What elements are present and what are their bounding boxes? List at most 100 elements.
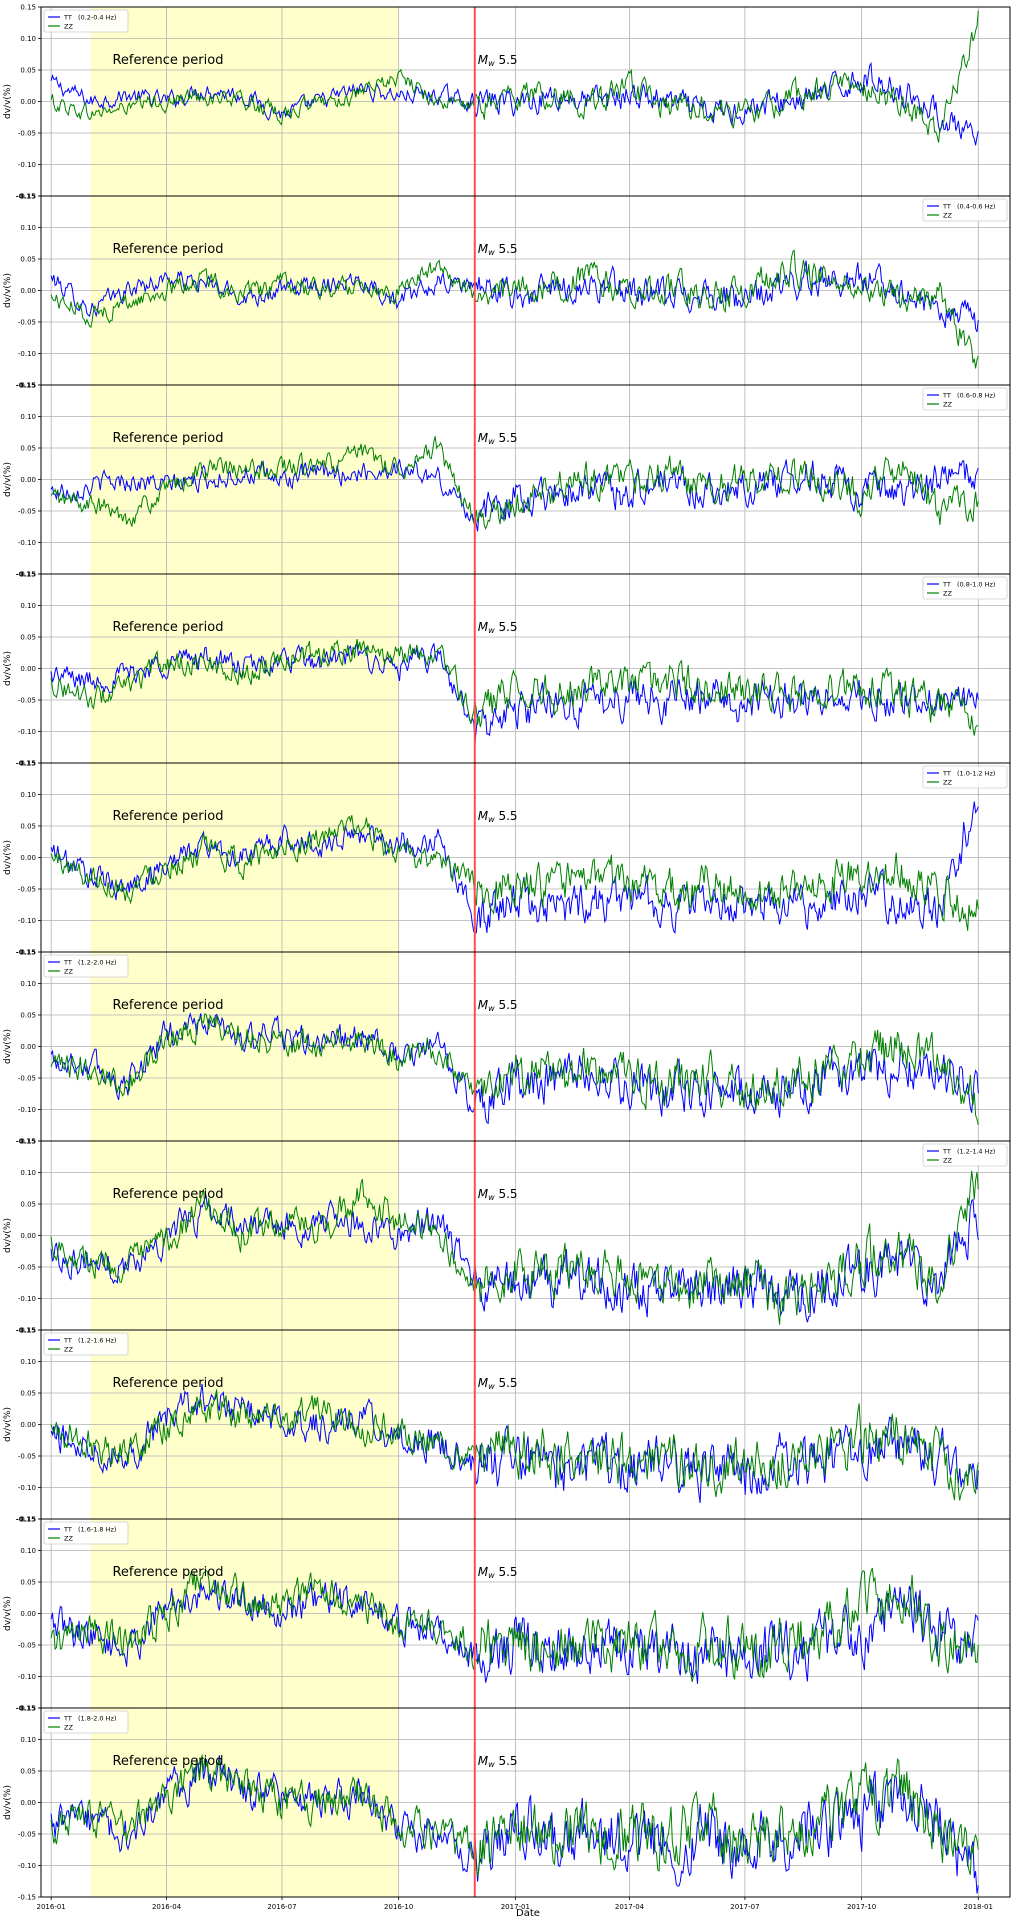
y-tick-label: 0.05 [20, 1768, 36, 1776]
y-tick-label: -0.05 [18, 697, 36, 705]
series-group [50, 436, 979, 532]
legend: TT (0.6-0.8 Hz) ZZ [922, 387, 1008, 411]
x-tick-label: 2017-10 [847, 1903, 876, 1911]
x-axis-label: Date [516, 1908, 540, 1919]
y-tick-label: -0.10 [18, 1673, 36, 1681]
y-tick-label: 0.05 [20, 67, 36, 75]
legend: TT (1.2-1.6 Hz) ZZ [43, 1332, 129, 1356]
y-tick-label: 0.00 [20, 1043, 36, 1051]
y-axis-label: dv/v(%) [3, 651, 13, 686]
y-tick-label: 0.15 [20, 1705, 36, 1713]
y-tick-label: -0.05 [18, 508, 36, 516]
legend-box [922, 765, 1008, 789]
legend-band: (1.6-1.8 Hz) [78, 1526, 116, 1534]
x-tick-label: 2017-04 [615, 1903, 645, 1911]
y-tick-label: 0.05 [20, 823, 36, 831]
legend-label-tt: TT [942, 392, 951, 400]
reference-period-label: Reference period [112, 998, 223, 1013]
y-tick-label: -0.10 [18, 1106, 36, 1114]
y-axis-label: dv/v(%) [3, 1785, 13, 1820]
x-tick-label: 2016-04 [152, 1903, 182, 1911]
legend-label-tt: TT [63, 14, 72, 22]
series-line-zz [50, 639, 979, 736]
reference-period-label: Reference period [112, 53, 223, 68]
y-tick-label: -0.05 [18, 1075, 36, 1083]
legend-box [922, 1143, 1008, 1167]
y-tick-label: 0.15 [20, 1327, 36, 1335]
y-tick-label: -0.10 [18, 161, 36, 169]
legend-label-zz: ZZ [64, 1346, 73, 1354]
y-tick-label: 0.10 [20, 1547, 36, 1555]
reference-period-label: Reference period [112, 1565, 223, 1580]
legend-label-zz: ZZ [64, 23, 73, 31]
legend-box [922, 387, 1008, 411]
legend-label-zz: ZZ [943, 212, 952, 220]
panel-7: Reference period Mw 5.5 0.15 0.10 0.05 0.00 -0… [3, 1138, 1011, 1335]
legend: TT (1.0-1.2 Hz) ZZ [922, 765, 1008, 789]
y-tick-label: 0.05 [20, 1012, 36, 1020]
y-tick-label: -0.15 [16, 1705, 36, 1713]
y-tick-label: -0.10 [18, 1862, 36, 1870]
y-tick-label: 0.10 [20, 791, 36, 799]
y-tick-label: -0.05 [18, 319, 36, 327]
reference-period-label: Reference period [112, 620, 223, 635]
reference-period-label: Reference period [112, 1754, 223, 1769]
y-tick-label: 0.15 [20, 760, 36, 768]
legend-band: (1.2-1.6 Hz) [78, 1337, 116, 1345]
legend-band: (1.8-2.0 Hz) [78, 1715, 116, 1723]
y-tick-label: 0.05 [20, 1390, 36, 1398]
y-tick-label: -0.10 [18, 1295, 36, 1303]
series-line-zz [50, 815, 979, 931]
legend-band: (0.4-0.6 Hz) [957, 203, 995, 211]
legend-label-tt: TT [63, 1526, 72, 1534]
series-group [50, 639, 979, 743]
reference-period-label: Reference period [112, 1376, 223, 1391]
x-tick-label: 2017-01 [501, 1903, 530, 1911]
y-tick-label: 0.15 [20, 949, 36, 957]
series-group [50, 249, 979, 369]
series-line-zz [50, 1567, 979, 1683]
y-tick-label: -0.10 [18, 539, 36, 547]
x-axis: 2016-01 2016-04 2016-07 2016-10 2017-01 2017-… [37, 1897, 993, 1911]
series-line-tt [50, 1194, 979, 1323]
y-tick-label: -0.15 [18, 1894, 36, 1902]
panel-5: Reference period Mw 5.5 0.15 0.10 0.05 0.00 -0… [3, 760, 1011, 957]
legend-box [43, 9, 129, 33]
series-line-zz [50, 1389, 979, 1501]
series-line-zz [50, 249, 979, 369]
y-tick-label: -0.05 [18, 130, 36, 138]
panel-9: Reference period Mw 5.5 0.15 0.10 0.05 0.00 -0… [3, 1516, 1011, 1713]
series-group [50, 1383, 979, 1504]
y-tick-label: 0.15 [20, 571, 36, 579]
panel-1: Reference period Mw 5.5 0.15 0.10 0.05 0.00 -0… [3, 4, 1011, 201]
legend: TT (1.8-2.0 Hz) ZZ [43, 1710, 129, 1734]
x-tick-label: 2018-01 [964, 1903, 993, 1911]
y-tick-label: 0.10 [20, 35, 36, 43]
y-tick-label: -0.10 [18, 917, 36, 925]
legend-band: (0.6-0.8 Hz) [957, 392, 995, 400]
panel-4: Reference period Mw 5.5 0.15 0.10 0.05 0.00 -0… [3, 571, 1011, 768]
y-tick-label: 0.00 [20, 287, 36, 295]
y-tick-label: -0.15 [16, 571, 36, 579]
legend-label-zz: ZZ [943, 590, 952, 598]
series-line-zz [50, 1013, 979, 1125]
y-axis-label: dv/v(%) [3, 840, 13, 875]
legend-band: (1.0-1.2 Hz) [957, 770, 995, 778]
series-group [50, 1754, 979, 1894]
y-axis-label: dv/v(%) [3, 273, 13, 308]
legend-label-zz: ZZ [64, 1535, 73, 1543]
event-label: Mw 5.5 [478, 1754, 518, 1769]
series-line-tt [50, 260, 979, 333]
panel-6: Reference period Mw 5.5 0.15 0.10 0.05 0.00 -0… [3, 949, 1011, 1146]
legend-label-tt: TT [942, 203, 951, 211]
y-tick-label: 0.10 [20, 980, 36, 988]
x-tick-label: 2016-10 [384, 1903, 413, 1911]
y-tick-label: -0.05 [18, 1453, 36, 1461]
series-group [50, 1011, 979, 1125]
reference-period-label: Reference period [112, 242, 223, 257]
y-tick-label: -0.15 [16, 1327, 36, 1335]
y-tick-label: 0.10 [20, 413, 36, 421]
panel-3: Reference period Mw 5.5 0.15 0.10 0.05 0.00 -0… [3, 382, 1011, 579]
event-label: Mw 5.5 [478, 1376, 518, 1391]
y-tick-label: 0.00 [20, 1421, 36, 1429]
